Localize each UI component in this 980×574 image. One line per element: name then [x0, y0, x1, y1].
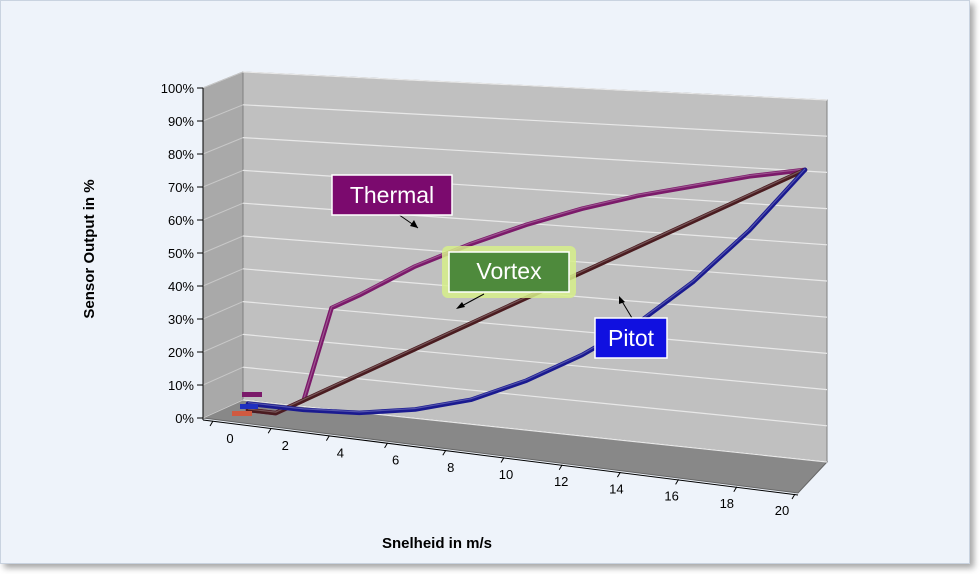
x-tick-labels: 0 2 4 6 8 10 12 14 16 18 20: [226, 431, 789, 518]
x-tick-label: 14: [609, 481, 623, 496]
vortex-callout: Vortex: [442, 246, 576, 309]
gridline-side: [202, 71, 244, 89]
x-tick-label: 12: [554, 474, 568, 489]
gridline-side: [202, 137, 244, 155]
y-tick-label: 30%: [168, 312, 194, 327]
y-tick-label: 40%: [168, 279, 194, 294]
x-tick-label: 20: [775, 503, 789, 518]
thermal-arrowhead: [410, 220, 418, 228]
y-tick-label: 20%: [168, 345, 194, 360]
y-tick-label: 0%: [175, 411, 194, 426]
thermal-label-box: [331, 174, 453, 216]
x-tick-label: 6: [392, 453, 399, 468]
y-tick-label: 10%: [168, 378, 194, 393]
x-tick-label: 4: [337, 445, 344, 460]
y-tick-labels: 0% 10% 20% 30% 40% 50% 60% 70% 80% 90% 100%: [161, 81, 195, 426]
pitot-callout: Pitot: [594, 296, 668, 359]
gridline: [242, 333, 828, 391]
origin-stub-thermal: [242, 392, 262, 397]
x-tick: [500, 457, 505, 463]
gridline: [242, 301, 828, 354]
x-tick: [209, 420, 214, 427]
x-tick-label: 0: [226, 431, 233, 446]
gridline: [242, 71, 828, 101]
pitot-label: Pitot: [608, 325, 655, 351]
gridline-side: [202, 104, 244, 122]
thermal-label: Thermal: [350, 182, 434, 208]
x-tick: [325, 435, 330, 441]
thermal-callout: Thermal: [331, 174, 453, 229]
y-axis-title: Sensor Output in %: [81, 179, 98, 318]
gridline: [242, 366, 828, 427]
x-tick: [558, 464, 563, 471]
gridline-side: [202, 169, 244, 188]
x-tick: [267, 428, 272, 434]
x-tick-label: 10: [499, 467, 513, 482]
gridline-side: [202, 235, 244, 254]
origin-stub-pitot: [240, 404, 258, 409]
pitot-label-box: [594, 317, 668, 359]
x-tick-label: 16: [664, 489, 678, 504]
y-tick-label: 50%: [168, 246, 194, 261]
y-tick-label: 90%: [168, 114, 194, 129]
series-highlight-pitot: [247, 168, 806, 413]
x-tick: [384, 442, 389, 449]
x-tick: [733, 486, 738, 492]
vortex-arrowhead: [456, 302, 465, 309]
gridline-side: [202, 301, 244, 320]
gridline: [242, 137, 828, 173]
y-tick-label: 60%: [168, 213, 194, 228]
y-tick-label: 100%: [161, 81, 195, 96]
axes: [197, 87, 799, 500]
x-tick: [675, 479, 680, 485]
gridline-side: [202, 333, 244, 353]
gridline-side: [202, 399, 244, 419]
x-tick: [442, 449, 447, 456]
y-tick-label: 80%: [168, 147, 194, 162]
origin-stub-vortex: [232, 411, 252, 416]
gridline-side: [202, 202, 244, 221]
x-axis-title: Snelheid in m/s: [382, 535, 492, 552]
gridline: [242, 104, 828, 137]
x-axis-line: [202, 419, 799, 496]
vortex-label-box: [448, 251, 570, 293]
x-tick: [616, 471, 621, 478]
x-tick: [791, 493, 796, 500]
vortex-label: Vortex: [476, 258, 542, 284]
series-line-pitot: [245, 167, 808, 416]
x-tick-label: 18: [720, 496, 734, 511]
x-tick-label: 2: [282, 438, 289, 453]
gridline-side: [202, 366, 244, 386]
y-tick-label: 70%: [168, 180, 194, 195]
gridlines: [202, 71, 828, 463]
pitot-arrowhead: [619, 296, 625, 304]
gridline-side: [202, 268, 244, 287]
x-tick-label: 8: [447, 460, 454, 475]
